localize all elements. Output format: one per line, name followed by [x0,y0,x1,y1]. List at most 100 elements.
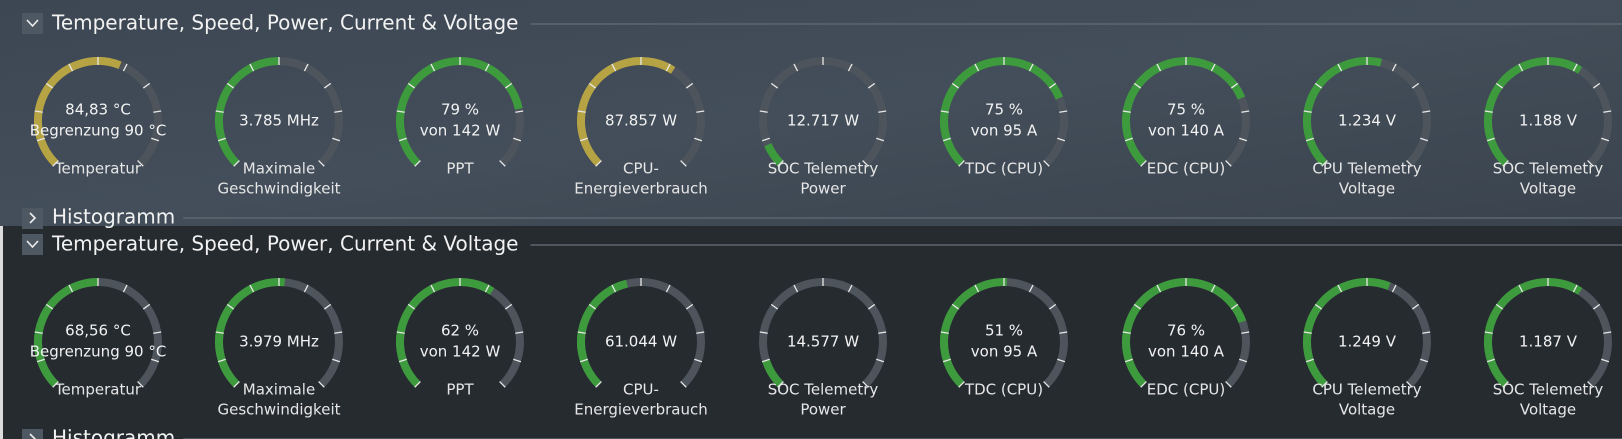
gauge-tick [974,63,980,72]
gauge-tick [1391,284,1397,293]
gauge-tick [1156,284,1162,293]
gauge-tick [142,303,151,310]
gauge-label: SOC Telemetry [768,160,879,178]
gauge-arc [762,359,784,388]
panel-background [0,0,1622,226]
gauge-tick [1156,63,1162,72]
gauge-tick [876,137,885,142]
gauge-label: CPU- [623,160,659,178]
gauge-tick [878,110,887,113]
gauge-tick [1122,331,1131,334]
gauge-tick [1028,63,1034,72]
gauge-tick [1518,63,1524,72]
gauge-value: 79 % [441,101,479,119]
gauge-tick [958,381,965,388]
gauge-arc [396,278,495,388]
gauge-value: 1.234 V [1338,112,1397,130]
gauge-tick [685,303,694,310]
gauge-tick [1314,82,1323,89]
gauge-tick [1239,137,1248,142]
gauge-tick [694,358,703,363]
gauge-tick [233,160,240,167]
section-title: Temperature, Speed, Power, Current & Vol… [51,11,518,35]
gauge-tick [1124,358,1133,363]
gauge-tick [332,137,341,142]
gauge-tick [940,331,949,334]
gauge-tick [217,358,226,363]
gauge-tick [942,358,951,363]
gauge-tick [1337,284,1343,293]
gauge-tick [1420,358,1429,363]
gauge-tick [942,137,951,142]
gauge-tick [1241,110,1250,113]
gauge-sub: von 95 A [971,122,1038,140]
gauge-tick [694,137,703,142]
gauge-tick [52,381,59,388]
gauge-tick [1028,284,1034,293]
gauge-tick [761,358,770,363]
gauge-sub: von 142 W [420,122,501,140]
section-title: Histogramm [52,426,175,439]
gauge-label: Power [800,401,846,419]
gauge-tick [878,331,887,334]
gauge-tick [579,358,588,363]
gauge-label: Temperatur [54,381,142,399]
gauge-tick [1140,381,1147,388]
gauge-label: Voltage [1520,401,1576,419]
gauge-arc [1303,57,1382,167]
gauge-label: PPT [446,160,474,178]
gauge-tick [1484,110,1493,113]
gauge-tick [958,160,965,167]
gauge-tick [430,63,436,72]
gauge-tick [515,110,524,113]
expand-button[interactable] [22,208,43,229]
gauge-label: Geschwindigkeit [217,401,340,419]
gauge-label: EDC (CPU) [1147,160,1225,178]
gauge-arc [577,57,676,167]
gauge-value: 1.188 V [1519,112,1578,130]
gauge-tick [665,63,671,72]
gauge-tick [1406,160,1413,167]
panel-edge [0,226,3,439]
gauge-tick [398,137,407,142]
gauge-tick [1422,110,1431,113]
collapse-button[interactable] [22,13,43,34]
gauge-tick [513,358,522,363]
gauge-tick [52,160,59,167]
gauge-value: 3.979 MHz [239,333,319,351]
gauge-tick [396,110,405,113]
gauge-tick [1043,160,1050,167]
gauge-tick [215,110,224,113]
gauge-tick [1305,358,1314,363]
gauge-value: 76 % [1167,322,1205,340]
gauge-tick [1587,381,1594,388]
gauge-tick [334,110,343,113]
gauge-tick [1422,331,1431,334]
gauge-tick [137,381,144,388]
gauge-arc [215,57,280,167]
gauge-tick [151,358,160,363]
gauge-value: 75 % [985,101,1023,119]
gauge-tick [396,331,405,334]
collapse-button[interactable] [22,234,43,255]
gauge-tick [1210,284,1216,293]
gauge-tick [1502,160,1509,167]
gauge-tick [1337,63,1343,72]
gauge-tick [249,284,255,293]
gauge-arc [940,57,1064,167]
gauge-tick [233,381,240,388]
gauge-tick [68,63,74,72]
gauge-tick [122,284,128,293]
gauge-label: Maximale [243,160,315,178]
gauge-tick [1486,358,1495,363]
gauge-tick [1314,303,1323,310]
gauge-tick [847,63,853,72]
gauge-tick [1048,82,1057,89]
gauge-tick [611,284,617,293]
gauge-arc [215,278,286,388]
gauge-tick [588,82,597,89]
expand-button[interactable] [22,429,43,439]
gauge-tick [215,331,224,334]
gauge-arc [1122,278,1247,388]
gauge-tick [588,303,597,310]
